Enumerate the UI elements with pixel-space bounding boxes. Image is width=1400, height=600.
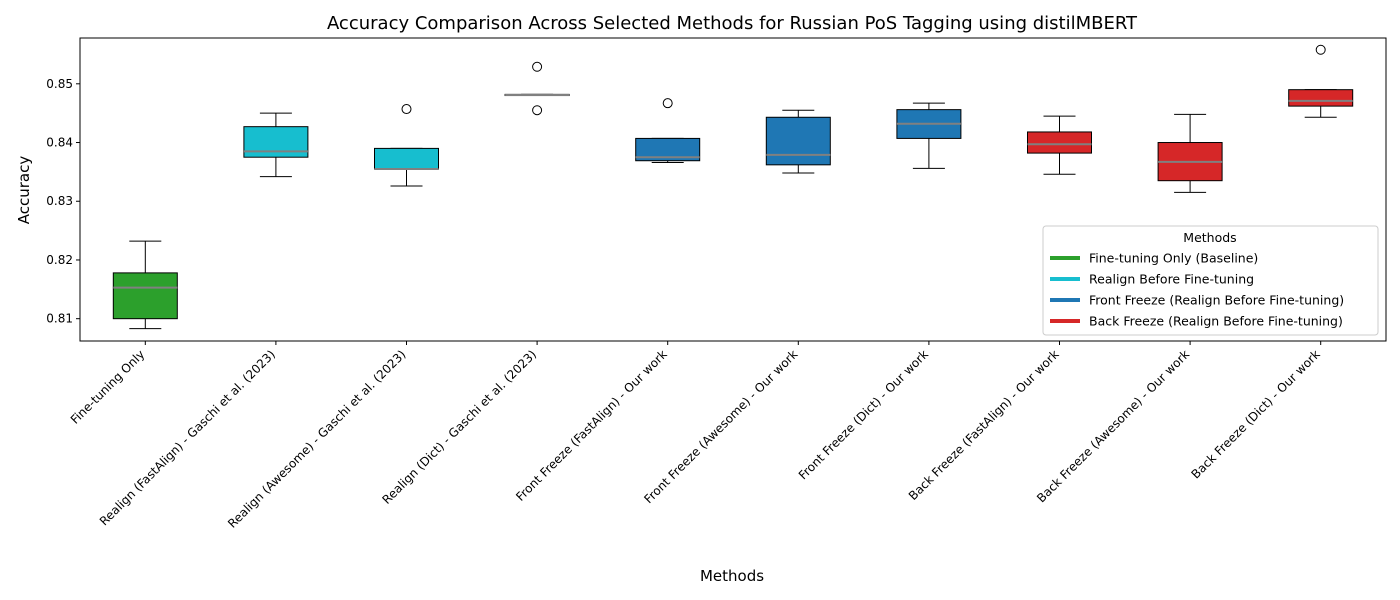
- x-tick-label: Front Freeze (Dict) - Our work: [796, 347, 931, 482]
- y-tick-label: 0.83: [46, 194, 73, 208]
- x-tick-label: Realign (Dict) - Gaschi et al. (2023): [380, 347, 540, 507]
- outlier-point: [1315, 44, 1326, 55]
- legend-label: Back Freeze (Realign Before Fine-tuning): [1089, 314, 1343, 329]
- x-axis-label: Methods: [700, 567, 764, 585]
- legend-title: Methods: [1183, 230, 1236, 245]
- box-iqr: [1288, 89, 1354, 107]
- outlier-point: [532, 105, 543, 116]
- y-tick-label: 0.81: [46, 312, 73, 326]
- x-tick-label: Back Freeze (Awesome) - Our work: [1034, 347, 1192, 505]
- y-tick-label: 0.82: [46, 253, 73, 267]
- legend-frame: [1042, 225, 1379, 336]
- legend-label: Fine-tuning Only (Baseline): [1089, 251, 1258, 266]
- x-tick-label: Fine-tuning Only: [68, 347, 148, 427]
- y-tick-label: 0.84: [46, 136, 73, 150]
- y-axis: 0.81 0.82 0.83 0.84 0.85: [46, 77, 80, 326]
- outlier-point: [532, 61, 543, 72]
- legend-label: Realign Before Fine-tuning: [1089, 272, 1254, 287]
- box-iqr: [374, 147, 439, 170]
- box-iqr: [112, 272, 178, 320]
- x-tick-label: Back Freeze (FastAlign) - Our work: [906, 347, 1062, 503]
- box-iqr: [765, 116, 831, 166]
- outlier-point: [662, 98, 673, 109]
- legend-entries: Fine-tuning Only (Baseline) Realign Befor…: [1050, 251, 1344, 329]
- x-tick-label: Front Freeze (Awesome) - Our work: [641, 347, 800, 506]
- box-iqr: [243, 126, 309, 158]
- x-tick-label: Front Freeze (FastAlign) - Our work: [513, 347, 670, 504]
- box-iqr: [635, 137, 701, 162]
- chart-title: Accuracy Comparison Across Selected Meth…: [327, 13, 1138, 34]
- box-iqr: [1027, 131, 1092, 154]
- x-tick-label: Back Freeze (Dict) - Our work: [1189, 347, 1323, 481]
- legend: Methods Fine-tuning Only (Baseline) Reali…: [1042, 225, 1379, 336]
- y-tick-label: 0.85: [46, 77, 73, 91]
- legend-label: Front Freeze (Realign Before Fine-tuning…: [1089, 293, 1344, 308]
- outlier-point: [401, 104, 412, 115]
- boxes-layer: [112, 44, 1354, 330]
- y-axis-label: Accuracy: [15, 156, 33, 225]
